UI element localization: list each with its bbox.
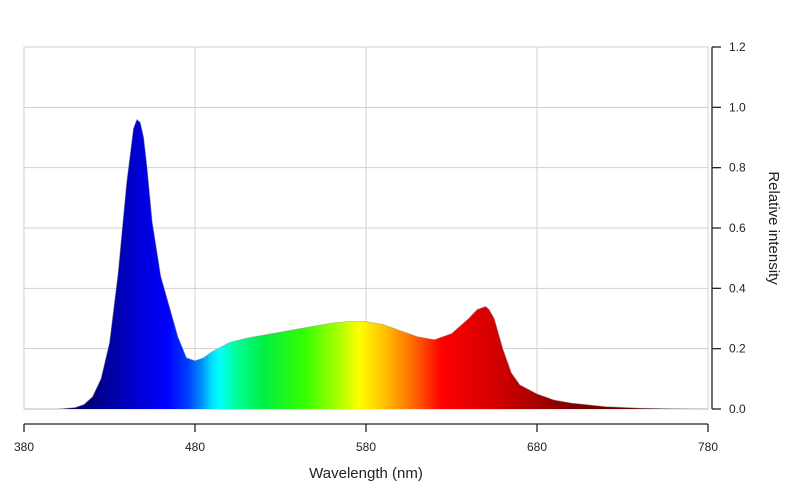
y-tick-label: 0.6: [729, 221, 746, 235]
y-tick-label: 0.2: [729, 342, 746, 356]
x-tick-label: 380: [14, 440, 34, 454]
plot-area: [24, 118, 709, 410]
y-tick-label: 0.4: [729, 281, 746, 295]
y-tick-label: 1.0: [729, 100, 746, 114]
y-axis-title: Relative intensity: [765, 171, 782, 285]
y-tick-label: 1.2: [729, 40, 746, 54]
spectrum-area: [24, 119, 708, 410]
x-tick-label: 780: [698, 440, 718, 454]
y-tick-label: 0.0: [729, 402, 746, 416]
y-tick-label: 0.8: [729, 161, 746, 175]
axes: 380 480 580 680 780 0.0 0.2 0.4 0.6 0.8 1.0 1.2: [14, 40, 746, 454]
x-tick-label: 480: [185, 440, 205, 454]
x-axis-title: Wavelength (nm): [309, 465, 423, 482]
x-tick-label: 680: [527, 440, 547, 454]
spectrum-line: [24, 118, 709, 410]
x-tick-label: 580: [356, 440, 376, 454]
